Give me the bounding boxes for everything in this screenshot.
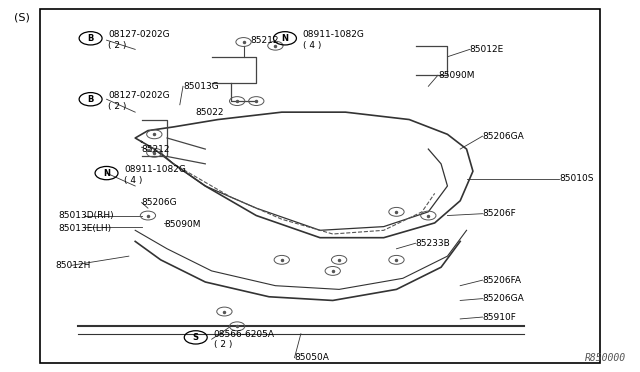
Text: N: N xyxy=(282,34,289,43)
Text: 85013G: 85013G xyxy=(183,82,219,91)
Text: 85050A: 85050A xyxy=(294,353,330,362)
Text: N: N xyxy=(103,169,110,177)
Text: B: B xyxy=(88,95,94,104)
Text: 85012E: 85012E xyxy=(470,45,504,54)
Text: 85910F: 85910F xyxy=(483,312,516,321)
Text: B: B xyxy=(88,34,94,43)
Bar xyxy=(40,9,600,363)
Text: 85013D(RH): 85013D(RH) xyxy=(59,211,115,220)
Text: 85206G: 85206G xyxy=(141,198,177,207)
Text: (S): (S) xyxy=(14,13,30,22)
Text: 85090M: 85090M xyxy=(438,71,474,80)
Text: 85010S: 85010S xyxy=(559,174,593,183)
Text: 85022: 85022 xyxy=(196,108,224,117)
Text: 08566-6205A
( 2 ): 08566-6205A ( 2 ) xyxy=(214,330,275,349)
Text: 85090M: 85090M xyxy=(164,220,200,229)
Text: 85206F: 85206F xyxy=(483,209,516,218)
Text: 85013E(LH): 85013E(LH) xyxy=(59,224,112,233)
Text: 85212: 85212 xyxy=(250,36,278,45)
Text: 08127-0202G
( 2 ): 08127-0202G ( 2 ) xyxy=(108,92,170,111)
Text: 85233B: 85233B xyxy=(415,239,451,248)
Text: S: S xyxy=(193,333,199,342)
Text: 08911-1082G
( 4 ): 08911-1082G ( 4 ) xyxy=(124,165,186,185)
Text: R850000: R850000 xyxy=(585,353,626,363)
Text: 08127-0202G
( 2 ): 08127-0202G ( 2 ) xyxy=(108,31,170,50)
Text: 85206GA: 85206GA xyxy=(483,294,524,303)
Text: 85212: 85212 xyxy=(141,145,170,154)
Text: 08911-1082G
( 4 ): 08911-1082G ( 4 ) xyxy=(303,31,365,50)
Text: 85206GA: 85206GA xyxy=(483,132,524,141)
Text: 85012H: 85012H xyxy=(56,261,91,270)
Text: 85206FA: 85206FA xyxy=(483,276,522,285)
